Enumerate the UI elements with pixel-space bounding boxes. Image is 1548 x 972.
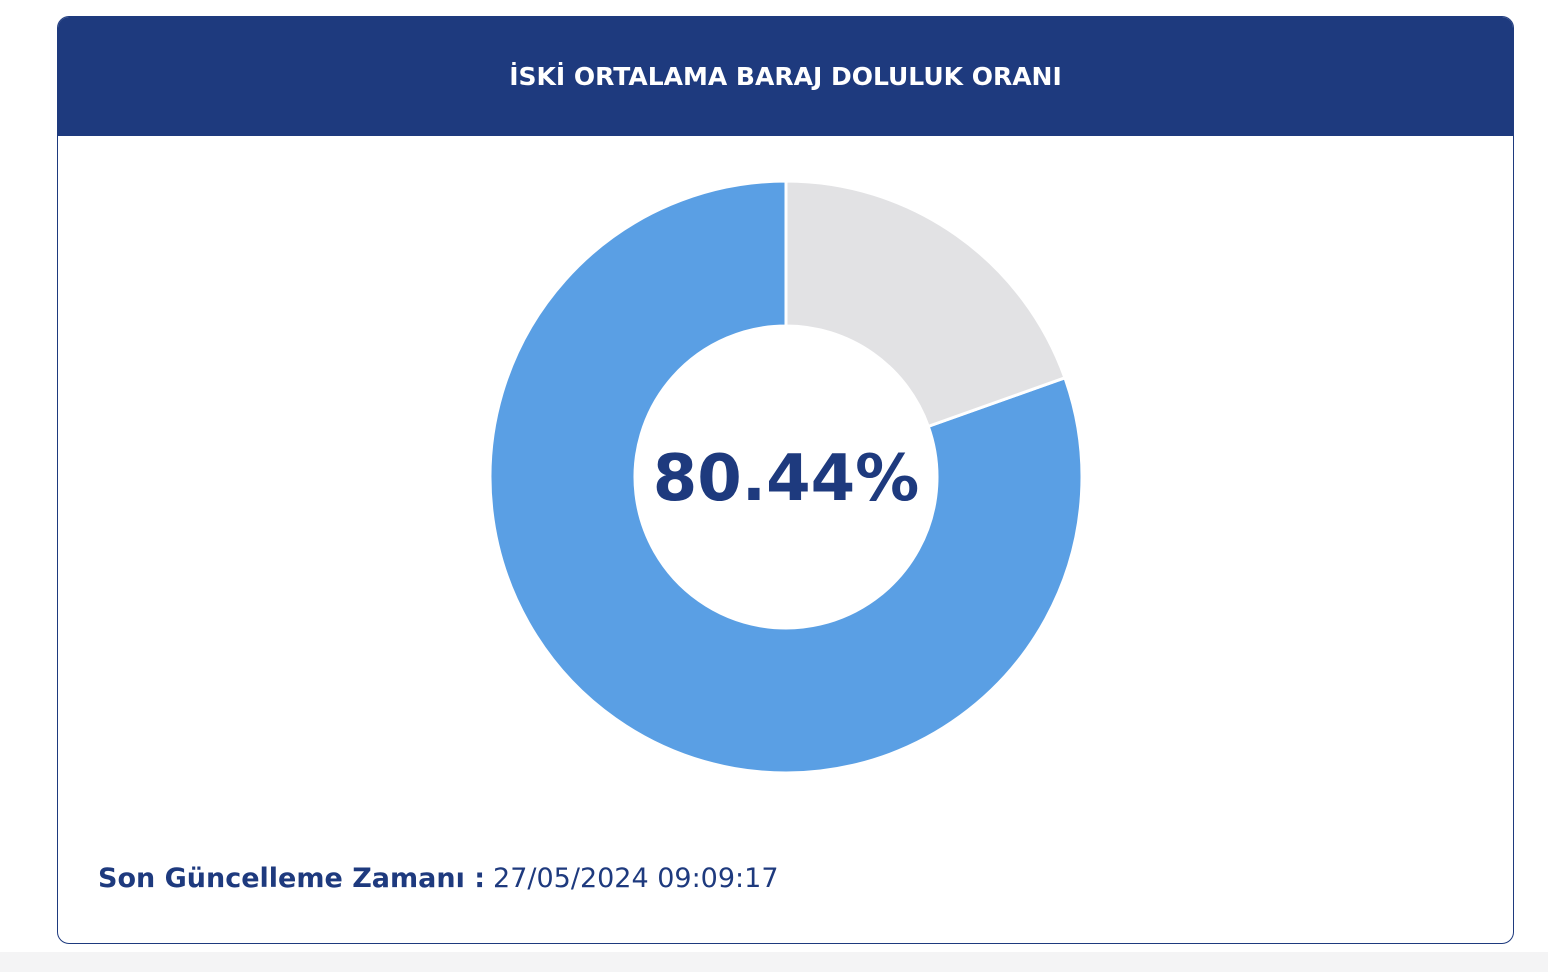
chart: 80.44% — [488, 179, 1084, 775]
center-label: 80.44% — [653, 442, 920, 516]
footer: Son Güncelleme Zamanı :27/05/2024 09:09:… — [98, 863, 779, 894]
donut-slice — [784, 179, 1067, 429]
card: İSKİ ORTALAMA BARAJ DOLULUK ORANI 80.44%… — [57, 16, 1514, 944]
title: İSKİ ORTALAMA BARAJ DOLULUK ORANI — [509, 62, 1062, 91]
update-time: 27/05/2024 09:09:17 — [493, 863, 779, 894]
donut-slice — [488, 179, 1084, 775]
update-label: Son Güncelleme Zamanı : — [98, 863, 486, 894]
card-header: İSKİ ORTALAMA BARAJ DOLULUK ORANI — [58, 17, 1513, 136]
